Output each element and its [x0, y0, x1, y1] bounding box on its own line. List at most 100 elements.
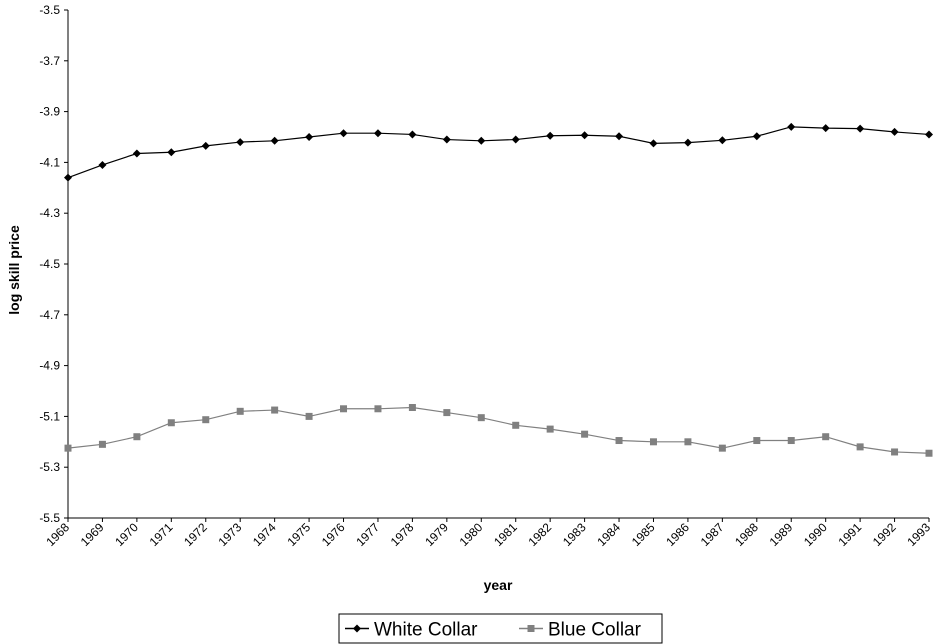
- blue-collar-point: [787, 437, 795, 445]
- blue-collar-point: [64, 444, 72, 452]
- y-tick-label: -3.9: [39, 105, 60, 119]
- x-tick-label: 1993: [904, 520, 933, 549]
- blue-collar-point: [305, 412, 313, 420]
- blue-collar-point: [822, 433, 830, 441]
- blue-collar-point: [753, 437, 761, 445]
- white-collar-point: [442, 135, 451, 144]
- plot-area: -3.5 -3.7 -3.9 -4.1 -4.3 -4.5 -4.7 -4.9 -5.1 -5.3…: [39, 3, 933, 549]
- white-collar-point: [64, 173, 72, 182]
- x-tick-label: 1970: [112, 520, 141, 549]
- x-tick-label: 1988: [732, 520, 761, 549]
- blue-collar-point: [477, 414, 485, 422]
- x-tick-label: 1992: [870, 520, 899, 549]
- white-collar-point: [167, 148, 176, 157]
- white-collar-point: [408, 130, 417, 139]
- white-collar-point: [339, 129, 348, 138]
- y-tick-label: -4.3: [39, 206, 60, 220]
- x-tick-label: 1976: [319, 520, 348, 549]
- x-tick-label: 1971: [147, 520, 176, 549]
- white-collar-point: [580, 131, 589, 140]
- blue-collar-point: [684, 438, 692, 446]
- blue-collar-point: [443, 409, 451, 417]
- x-tick-label: 1972: [181, 520, 210, 549]
- y-tick-label: -4.1: [39, 155, 60, 169]
- blue-collar-point: [202, 416, 210, 424]
- blue-collar-point: [891, 448, 899, 456]
- white-collar-point: [615, 132, 624, 141]
- blue-collar-point: [167, 419, 175, 427]
- blue-collar-legend-label: Blue Collar: [548, 620, 642, 641]
- white-collar-point: [201, 141, 210, 150]
- legend-box: [338, 613, 663, 644]
- white-collar-point: [718, 136, 727, 145]
- blue-collar-point: [236, 407, 244, 415]
- blue-collar-point: [271, 406, 279, 414]
- blue-collar-point: [374, 405, 382, 413]
- y-tick-label: -5.3: [39, 460, 60, 474]
- white-collar-legend-label: White Collar: [374, 620, 478, 641]
- white-collar-point: [270, 136, 279, 145]
- white-collar-point: [821, 124, 830, 133]
- white-collar-point: [98, 160, 107, 169]
- x-tick-label: 1981: [491, 520, 520, 549]
- y-tick-label: -3.5: [39, 3, 60, 17]
- blue-collar-point: [615, 437, 623, 445]
- blue-collar-point: [133, 433, 141, 441]
- white-collar-point: [856, 124, 865, 133]
- x-tick-label: 1990: [801, 520, 830, 549]
- white-collar-legend-marker: [353, 624, 361, 633]
- white-collar-point: [890, 127, 899, 136]
- blue-collar-point: [98, 440, 106, 448]
- blue-collar-point: [512, 421, 520, 429]
- white-collar-line: [67, 126, 930, 179]
- legend: White Collar Blue Collar: [338, 613, 663, 644]
- x-tick-label: 1986: [663, 520, 692, 549]
- blue-collar-point: [649, 438, 657, 446]
- white-collar-point: [649, 139, 658, 148]
- white-collar-point: [236, 138, 245, 147]
- white-collar-point: [925, 130, 933, 139]
- white-collar-point: [511, 135, 520, 144]
- blue-collar-point: [340, 405, 348, 413]
- x-tick-label: 1978: [388, 520, 417, 549]
- y-tick-label: -5.1: [39, 409, 60, 423]
- x-tick-label: 1973: [216, 520, 245, 549]
- x-tick-label: 1975: [284, 520, 313, 549]
- x-tick-label: 1991: [835, 520, 864, 549]
- white-collar-point: [305, 133, 314, 141]
- y-tick-label: -4.9: [39, 359, 60, 373]
- white-collar-point: [683, 138, 692, 147]
- x-tick-label: 1984: [594, 520, 623, 549]
- y-tick-label: -4.5: [39, 257, 60, 271]
- x-tick-label: 1985: [629, 520, 658, 549]
- x-tick-label: 1989: [767, 520, 796, 549]
- white-collar-point: [546, 131, 555, 140]
- white-collar-point: [752, 132, 761, 141]
- blue-collar-point: [718, 444, 726, 452]
- blue-collar-line: [67, 406, 930, 454]
- x-tick-label: 1977: [353, 520, 382, 549]
- blue-collar-point: [925, 449, 933, 457]
- y-tick-label: -4.7: [39, 308, 60, 322]
- white-collar-point: [787, 122, 796, 131]
- white-collar-point: [373, 129, 382, 138]
- x-tick-label: 1987: [698, 520, 727, 549]
- x-tick-label: 1969: [78, 520, 107, 549]
- blue-collar-point: [546, 425, 554, 433]
- x-axis-title: year: [484, 577, 513, 593]
- blue-collar-point: [581, 430, 589, 438]
- blue-collar-point: [856, 443, 864, 451]
- x-tick-label: 1979: [422, 520, 451, 549]
- x-tick-label: 1982: [525, 520, 554, 549]
- x-tick-label: 1980: [457, 520, 486, 549]
- y-tick-label: -3.7: [39, 54, 60, 68]
- x-tick-label: 1983: [560, 520, 589, 549]
- blue-collar-point: [408, 404, 416, 412]
- white-collar-point: [477, 136, 486, 145]
- y-tick-label: -5.5: [39, 511, 60, 525]
- blue-collar-legend-marker: [527, 625, 535, 632]
- white-collar-point: [132, 149, 141, 158]
- y-axis-title: log skill price: [6, 225, 22, 315]
- x-tick-label: 1974: [250, 520, 279, 549]
